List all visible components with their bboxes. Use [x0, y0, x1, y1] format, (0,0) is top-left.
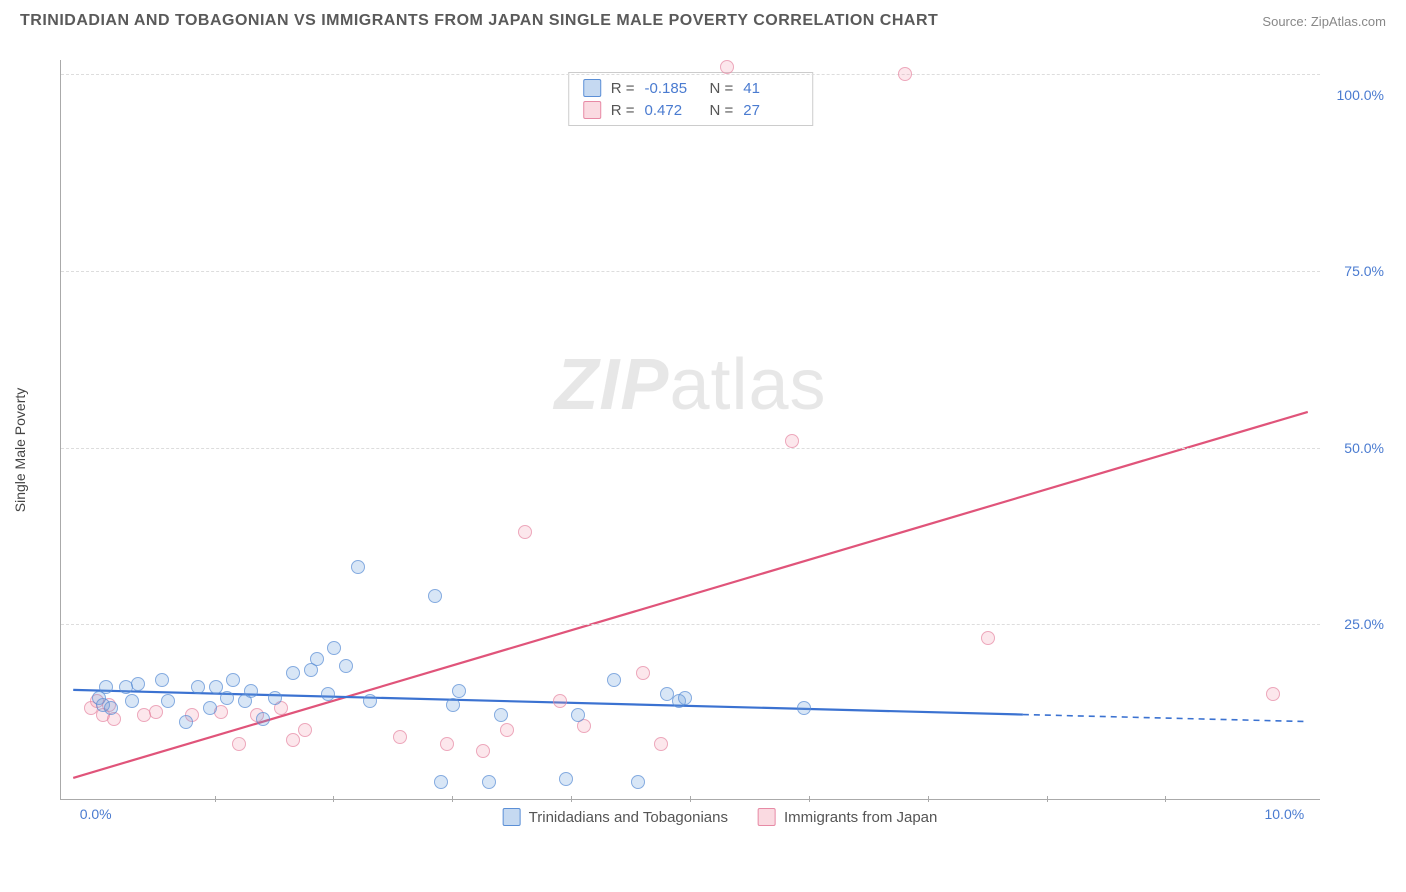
source-label: Source: ZipAtlas.com [1262, 14, 1386, 29]
scatter-point [476, 744, 490, 758]
x-tick-mark [215, 796, 216, 802]
scatter-point [607, 673, 621, 687]
scatter-point [678, 691, 692, 705]
x-tick-mark [452, 796, 453, 802]
scatter-point [125, 694, 139, 708]
scatter-point [339, 659, 353, 673]
x-tick-mark [1047, 796, 1048, 802]
legend-n-value: 41 [743, 80, 798, 97]
legend-n-label: N = [710, 80, 734, 97]
scatter-point [161, 694, 175, 708]
y-tick-label: 25.0% [1344, 616, 1384, 632]
x-tick-label: 0.0% [80, 806, 112, 822]
scatter-point [1266, 687, 1280, 701]
y-tick-label: 50.0% [1344, 440, 1384, 456]
legend-item: Immigrants from Japan [758, 808, 937, 826]
legend-row: R = 0.472 N = 27 [583, 99, 799, 121]
scatter-point [209, 680, 223, 694]
scatter-point [898, 67, 912, 81]
scatter-point [203, 701, 217, 715]
scatter-point [99, 680, 113, 694]
scatter-point [785, 434, 799, 448]
scatter-point [286, 733, 300, 747]
scatter-point [155, 673, 169, 687]
scatter-point [518, 525, 532, 539]
scatter-point [440, 737, 454, 751]
scatter-point [298, 723, 312, 737]
scatter-point [636, 666, 650, 680]
scatter-point [351, 560, 365, 574]
watermark: ZIPatlas [554, 344, 826, 426]
y-axis-label: Single Male Poverty [12, 388, 28, 513]
legend-item: Trinidadians and Tobagonians [503, 808, 728, 826]
scatter-point [104, 701, 118, 715]
legend-swatch [583, 79, 601, 97]
legend-n-value: 27 [743, 102, 798, 119]
scatter-point [393, 730, 407, 744]
x-tick-mark [333, 796, 334, 802]
scatter-point [559, 772, 573, 786]
chart-title: TRINIDADIAN AND TOBAGONIAN VS IMMIGRANTS… [20, 12, 938, 30]
legend-r-label: R = [611, 102, 635, 119]
scatter-point [446, 698, 460, 712]
legend-r-value: -0.185 [645, 80, 700, 97]
plot-area: ZIPatlas R = -0.185 N = 41 R = 0.472 N =… [60, 60, 1320, 800]
scatter-point [452, 684, 466, 698]
x-tick-mark [1165, 796, 1166, 802]
scatter-point [327, 641, 341, 655]
scatter-point [131, 677, 145, 691]
y-tick-label: 75.0% [1344, 263, 1384, 279]
scatter-point [244, 684, 258, 698]
gridline [61, 74, 1320, 75]
scatter-point [256, 712, 270, 726]
legend-n-label: N = [710, 102, 734, 119]
scatter-point [226, 673, 240, 687]
scatter-point [191, 680, 205, 694]
scatter-point [500, 723, 514, 737]
x-tick-mark [928, 796, 929, 802]
scatter-point [553, 694, 567, 708]
scatter-point [220, 691, 234, 705]
legend-series: Trinidadians and Tobagonians Immigrants … [503, 808, 938, 826]
scatter-point [321, 687, 335, 701]
scatter-point [363, 694, 377, 708]
x-tick-mark [809, 796, 810, 802]
scatter-point [654, 737, 668, 751]
x-tick-label: 10.0% [1264, 806, 1304, 822]
x-tick-mark [690, 796, 691, 802]
legend-r-label: R = [611, 80, 635, 97]
scatter-point [494, 708, 508, 722]
scatter-point [428, 589, 442, 603]
gridline [61, 271, 1320, 272]
scatter-point [149, 705, 163, 719]
scatter-point [179, 715, 193, 729]
legend-r-value: 0.472 [645, 102, 700, 119]
chart-area: Single Male Poverty ZIPatlas R = -0.185 … [50, 50, 1390, 850]
scatter-point [310, 652, 324, 666]
gridline [61, 624, 1320, 625]
scatter-point [797, 701, 811, 715]
legend-label: Immigrants from Japan [784, 809, 937, 826]
scatter-point [571, 708, 585, 722]
legend-swatch [583, 101, 601, 119]
legend-swatch [503, 808, 521, 826]
scatter-point [720, 60, 734, 74]
legend-swatch [758, 808, 776, 826]
y-tick-label: 100.0% [1337, 87, 1384, 103]
scatter-point [981, 631, 995, 645]
legend-label: Trinidadians and Tobagonians [529, 809, 728, 826]
scatter-point [434, 775, 448, 789]
gridline [61, 448, 1320, 449]
scatter-point [482, 775, 496, 789]
scatter-point [232, 737, 246, 751]
scatter-point [631, 775, 645, 789]
legend-row: R = -0.185 N = 41 [583, 77, 799, 99]
legend-correlation: R = -0.185 N = 41 R = 0.472 N = 27 [568, 72, 814, 126]
scatter-point [286, 666, 300, 680]
x-tick-mark [571, 796, 572, 802]
scatter-point [268, 691, 282, 705]
